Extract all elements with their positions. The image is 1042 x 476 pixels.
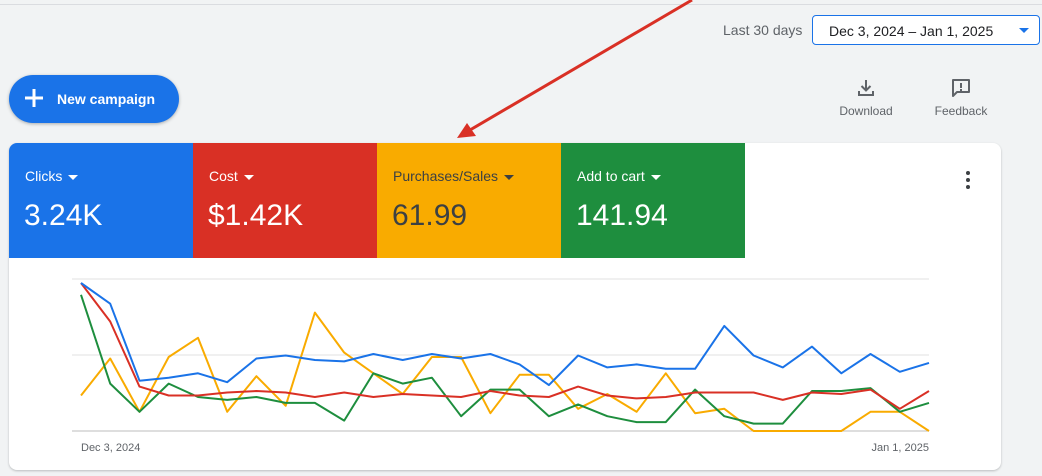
metric-name: Clicks <box>25 168 63 184</box>
plus-icon <box>25 89 43 107</box>
series-line-cost <box>80 282 930 410</box>
new-campaign-button[interactable]: New campaign <box>9 75 179 123</box>
download-button[interactable]: Download <box>831 78 901 118</box>
metric-value: $1.42K <box>208 199 304 232</box>
date-range-value: Dec 3, 2024 – Jan 1, 2025 <box>829 23 994 39</box>
date-range-label: Last 30 days <box>723 22 803 38</box>
performance-line-chart: Dec 3, 2024 Jan 1, 2025 <box>72 278 930 454</box>
caret-down-icon[interactable] <box>504 174 515 180</box>
feedback-label: Feedback <box>934 104 988 118</box>
metric-name: Purchases/Sales <box>393 168 499 184</box>
x-tick-label-end: Jan 1, 2025 <box>872 442 930 454</box>
download-icon <box>858 80 874 96</box>
x-tick-label-start: Dec 3, 2024 <box>81 442 140 454</box>
new-campaign-label: New campaign <box>57 91 156 107</box>
feedback-button[interactable]: Feedback <box>926 78 996 118</box>
metric-value: 61.99 <box>392 199 468 232</box>
metric-tile-clicks[interactable]: Clicks 3.24K <box>9 143 193 258</box>
date-range-picker[interactable]: Dec 3, 2024 – Jan 1, 2025 <box>812 15 1040 45</box>
top-divider <box>0 4 1042 5</box>
metric-tile-cost[interactable]: Cost $1.42K <box>193 143 377 258</box>
caret-down-icon[interactable] <box>68 174 79 180</box>
metric-name: Add to cart <box>577 168 645 184</box>
metric-value: 3.24K <box>24 199 103 232</box>
feedback-icon <box>952 79 970 97</box>
caret-down-icon <box>1019 28 1029 33</box>
caret-down-icon[interactable] <box>650 174 661 180</box>
more-vert-icon[interactable] <box>959 169 977 191</box>
series-line-purchases-sales <box>80 311 930 432</box>
metric-value: 141.94 <box>576 199 668 232</box>
metric-tile-add-to-cart[interactable]: Add to cart 141.94 <box>561 143 745 258</box>
performance-card: Clicks 3.24K Cost $1.42K Purchases/Sales… <box>9 143 1001 470</box>
metric-name: Cost <box>209 168 238 184</box>
download-label: Download <box>839 104 893 118</box>
series-line-add-to-cart <box>80 294 930 425</box>
metric-tile-purchases-sales[interactable]: Purchases/Sales 61.99 <box>377 143 561 258</box>
series-line-clicks <box>80 282 930 387</box>
caret-down-icon[interactable] <box>243 174 254 180</box>
